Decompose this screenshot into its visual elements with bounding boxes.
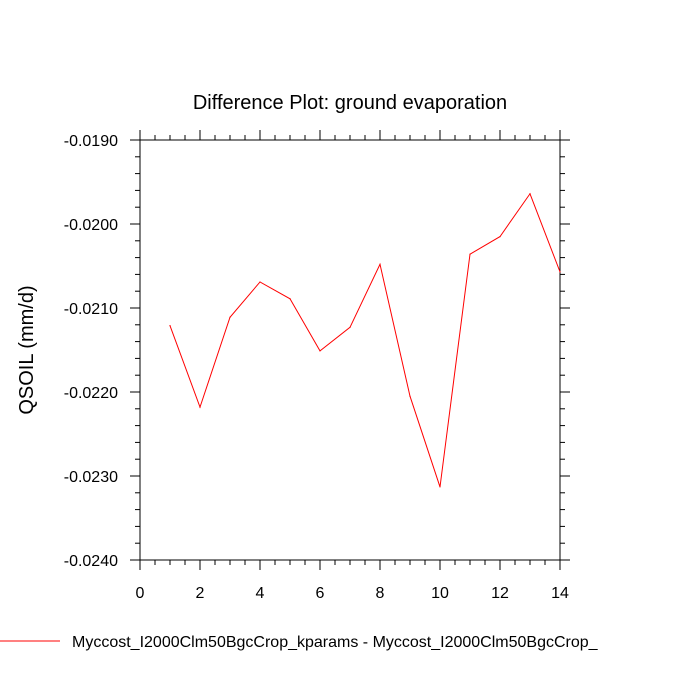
y-tick-label: -0.0200	[64, 217, 118, 234]
data-point	[199, 406, 201, 408]
data-point	[529, 193, 531, 195]
data-point	[259, 281, 261, 283]
x-tick-label: 10	[431, 585, 449, 602]
data-point	[469, 253, 471, 255]
data-point	[409, 395, 411, 397]
x-tick-label: 2	[196, 585, 205, 602]
data-point	[499, 236, 501, 238]
chart-title: Difference Plot: ground evaporation	[193, 92, 507, 114]
x-tick-label: 14	[551, 585, 569, 602]
data-point	[349, 326, 351, 328]
data-point	[439, 486, 441, 488]
data-point	[379, 263, 381, 265]
series-line	[169, 192, 561, 488]
y-tick-label: -0.0240	[64, 553, 118, 570]
data-point	[319, 350, 321, 352]
y-tick-label: -0.0230	[64, 469, 118, 486]
y-tick-label: -0.0220	[64, 385, 118, 402]
y-tick-label: -0.0190	[64, 133, 118, 150]
x-tick-label: 0	[136, 585, 145, 602]
plot-frame	[139, 139, 561, 561]
data-point	[559, 271, 561, 273]
y-axis-label: QSOIL (mm/d)	[16, 285, 38, 414]
x-tick-label: 12	[491, 585, 509, 602]
y-tick-label: -0.0210	[64, 301, 118, 318]
data-point	[289, 298, 291, 300]
data-point	[229, 316, 231, 318]
x-tick-label: 4	[256, 585, 265, 602]
legend-label: Myccost_I2000Clm50BgcCrop_kparams - Mycc…	[72, 634, 599, 651]
x-tick-label: 6	[316, 585, 325, 602]
data-point	[169, 325, 171, 327]
x-tick-label: 8	[376, 585, 385, 602]
